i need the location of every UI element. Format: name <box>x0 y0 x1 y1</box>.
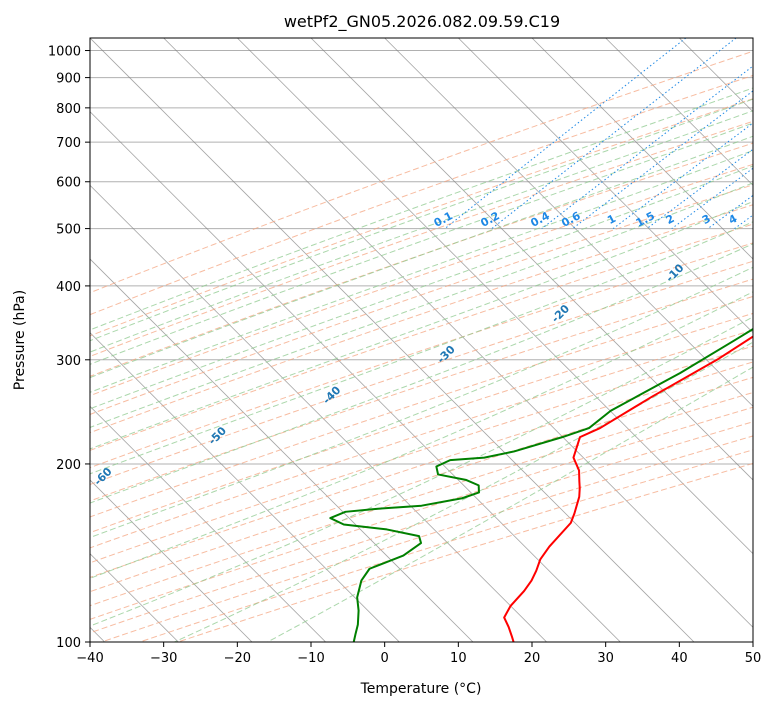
isotherm-line <box>605 38 753 186</box>
dry-adiabat <box>90 98 753 337</box>
dry-adiabat <box>90 163 753 397</box>
dry-adiabat <box>90 376 753 593</box>
dry-adiabat <box>90 329 753 549</box>
isotherm-line <box>384 38 753 407</box>
x-tick-label: −40 <box>76 651 103 666</box>
dry-adiabat <box>90 184 753 415</box>
moist-adiabat <box>90 165 753 410</box>
y-tick-label: 600 <box>56 176 81 191</box>
chart-title: wetPf2_GN05.2026.082.09.59.C19 <box>284 12 560 32</box>
isotherm-line <box>237 38 753 555</box>
moist-adiabats <box>90 87 753 642</box>
x-axis-ticks: −40 −30 −20 −10 0 10 20 30 40 50 <box>76 642 761 666</box>
x-tick-label: −20 <box>224 651 251 666</box>
x-axis-title: Temperature (°C) <box>360 681 482 697</box>
y-tick-label: 400 <box>56 280 81 295</box>
dry-adiabat <box>90 278 753 502</box>
dry-adiabat <box>90 345 753 564</box>
x-tick-label: −30 <box>150 651 177 666</box>
x-tick-label: 40 <box>671 651 688 666</box>
y-tick-label: 700 <box>56 136 81 151</box>
x-tick-label: −10 <box>297 651 324 666</box>
x-tick-label: 20 <box>524 651 541 666</box>
dry-adiabat <box>90 50 753 294</box>
axes-frame <box>89 37 754 643</box>
y-tick-label: 900 <box>56 72 81 87</box>
isotherm-line <box>90 258 474 642</box>
x-tick-label: 0 <box>381 651 389 666</box>
x-tick-label: 10 <box>450 651 467 666</box>
skewed-isotherms <box>90 38 753 642</box>
x-tick-label: 50 <box>745 651 762 666</box>
moist-adiabat <box>90 316 753 627</box>
dry-adiabat <box>90 391 753 607</box>
moist-adiabat <box>90 182 753 428</box>
x-tick-label: 30 <box>597 651 614 666</box>
isotherm-line <box>90 184 547 642</box>
dry-adiabat <box>90 74 753 316</box>
isotherm-line <box>90 479 253 642</box>
temperature-trace <box>503 335 753 642</box>
dry-adiabats <box>90 50 753 642</box>
moist-adiabat <box>90 98 753 342</box>
isotherm-line <box>90 38 695 642</box>
y-tick-label: 300 <box>56 354 81 369</box>
mixing-ratio-lines <box>444 38 753 229</box>
moist-adiabat <box>90 110 753 353</box>
moist-adiabat <box>90 200 753 450</box>
dry-adiabat <box>90 242 753 469</box>
y-tick-label: 500 <box>56 223 81 238</box>
y-tick-label: 200 <box>56 458 81 473</box>
y-tick-label: 100 <box>56 636 81 651</box>
sounding-traces <box>329 327 753 642</box>
moist-adiabat <box>90 149 753 393</box>
isotherm-line <box>163 38 753 628</box>
mixing-ratio-line <box>541 65 753 229</box>
y-axis-title: Pressure (hPa) <box>12 290 28 390</box>
dry-adiabat <box>90 295 753 518</box>
isotherm-line <box>90 332 400 642</box>
isotherm-line <box>90 405 326 642</box>
y-tick-label: 1000 <box>48 45 81 60</box>
y-axis-ticks: 1000 900 800 700 600 500 400 300 200 100 <box>48 45 90 651</box>
isotherm-line <box>458 38 753 334</box>
dewpoint-trace <box>329 327 753 642</box>
mixing-ratio-line <box>572 90 753 229</box>
plot-area: 0.10.20.40.611.52346810131620253036-100-… <box>90 38 753 642</box>
y-tick-label: 800 <box>56 102 81 117</box>
mixing-ratio-line <box>671 167 753 229</box>
moist-adiabat <box>90 87 753 331</box>
isotherm-line <box>90 111 621 642</box>
moist-adiabat <box>90 266 753 539</box>
dry-adiabat <box>90 204 753 434</box>
